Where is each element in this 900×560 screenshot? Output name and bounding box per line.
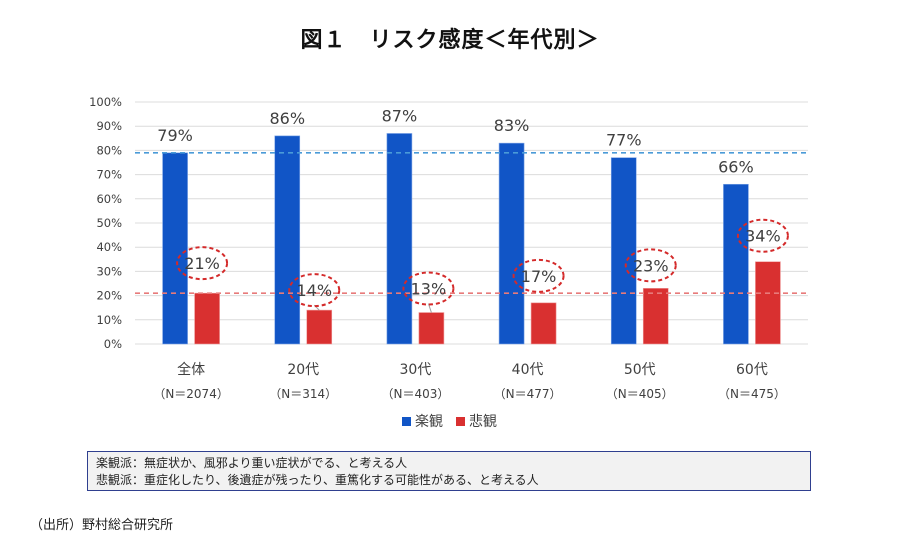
x-tick-sublabel: （N＝405）	[606, 387, 674, 401]
label-highlight-ellipse	[176, 246, 229, 281]
bar-optimist	[723, 183, 749, 345]
bar-pessimist	[530, 302, 557, 345]
y-tick-label: 60%	[96, 192, 122, 206]
bar-optimist	[386, 133, 413, 345]
bar-pessimist	[194, 292, 220, 345]
bar-pessimist	[755, 261, 781, 345]
legend-swatch-pessimist	[456, 417, 465, 426]
bar-optimist	[162, 152, 188, 345]
x-tick-label: 60代	[736, 362, 768, 378]
y-tick-label: 20%	[96, 289, 122, 303]
x-tick-sublabel: （N＝314）	[269, 387, 337, 401]
data-label-optimist: 77%	[606, 131, 642, 150]
y-tick-label: 40%	[96, 240, 122, 254]
bar-pessimist	[306, 309, 333, 345]
data-label-optimist: 87%	[382, 106, 418, 125]
data-label-pessimist: 23%	[633, 256, 669, 275]
x-tick-label: 全体	[177, 361, 205, 378]
data-label-pessimist: 17%	[521, 267, 557, 286]
definition-note: 楽観派：無症状か、風邪より重い症状がでる、と考える人 悲観派：重症化したり、後遺…	[87, 451, 811, 491]
data-label-optimist: 66%	[718, 157, 754, 176]
y-tick-label: 90%	[96, 119, 122, 133]
label-highlight-ellipse	[288, 273, 341, 308]
data-label-pessimist: 13%	[411, 280, 447, 299]
x-tick-sublabel: （N＝2074）	[153, 387, 229, 401]
chart-title: 図１ リスク感度＜年代別＞	[300, 28, 600, 53]
x-tick-sublabel: （N＝477）	[494, 387, 562, 401]
data-label-optimist: 86%	[269, 109, 305, 128]
note-optimist: 楽観派：無症状か、風邪より重い症状がでる、と考える人	[96, 456, 408, 470]
bar-pessimist	[418, 312, 445, 345]
bar-optimist	[274, 135, 301, 345]
y-tick-label: 0%	[104, 337, 122, 351]
note-pessimist: 悲観派：重症化したり、後遺症が残ったり、重篤化する可能性がある、と考える人	[96, 473, 539, 487]
source-credit: （出所）野村総合研究所	[30, 518, 174, 533]
bar-pessimist	[642, 288, 669, 345]
data-label-optimist: 83%	[494, 116, 530, 135]
bar-chart: 0% 10% 20% 30% 40% 50% 60% 70% 80% 90% 100% 全体 （N＝20…	[89, 95, 808, 430]
y-tick-label: 10%	[96, 313, 122, 327]
label-highlight-ellipse	[736, 218, 789, 253]
y-tick-label: 50%	[96, 216, 122, 230]
y-tick-label: 30%	[96, 264, 122, 278]
data-label-pessimist: 14%	[296, 281, 332, 300]
x-tick-label: 50代	[624, 362, 656, 378]
y-tick-label: 100%	[89, 95, 122, 109]
x-tick-label: 40代	[512, 362, 544, 378]
legend-swatch-optimist	[402, 417, 411, 426]
label-highlight-ellipse	[512, 258, 565, 293]
x-tick-label: 30代	[400, 362, 432, 378]
data-label-optimist: 79%	[157, 126, 193, 145]
label-highlight-ellipse	[402, 271, 455, 306]
legend-label-pessimist: 悲観	[469, 413, 497, 430]
y-tick-label: 80%	[96, 143, 122, 157]
x-tick-sublabel: （N＝403）	[381, 387, 449, 401]
data-label-pessimist: 34%	[745, 227, 781, 246]
bar-optimist	[498, 142, 525, 345]
y-tick-label: 70%	[96, 168, 122, 182]
x-tick-sublabel: （N＝475）	[718, 387, 786, 401]
legend-label-optimist: 楽観	[415, 413, 443, 430]
data-label-pessimist: 21%	[184, 254, 220, 273]
label-highlight-ellipse	[624, 248, 677, 283]
bar-optimist	[610, 157, 637, 345]
x-tick-label: 20代	[287, 362, 319, 378]
